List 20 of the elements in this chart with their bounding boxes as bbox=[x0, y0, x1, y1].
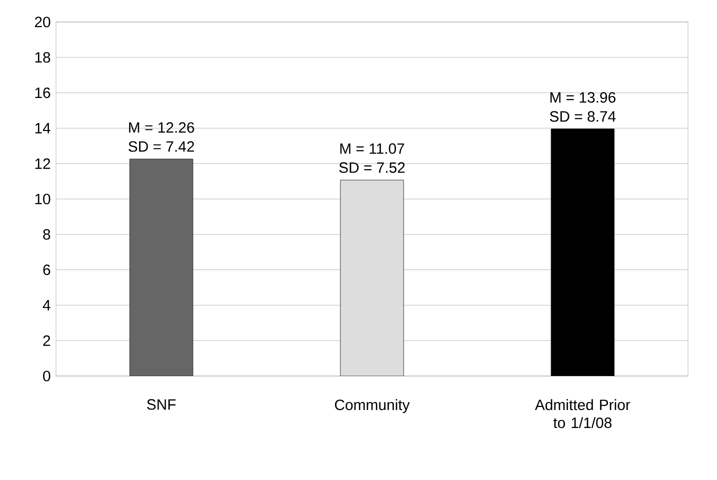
y-tick-label: 10 bbox=[35, 194, 50, 204]
y-tick-label: 20 bbox=[34, 16, 50, 28]
data-label: M = 11.07 bbox=[340, 143, 404, 154]
y-tick-label: 4 bbox=[42, 300, 50, 310]
annotation: SD = 8.74 bbox=[550, 111, 616, 122]
y-tick-label: 8 bbox=[43, 229, 50, 240]
data-label: M = 12.26 bbox=[129, 122, 194, 133]
data-label: M = 13.96 bbox=[550, 92, 616, 103]
x-tick-label: SNF bbox=[147, 399, 176, 410]
y-tick-label: 6 bbox=[43, 264, 50, 276]
y-tick-label: 14 bbox=[35, 123, 50, 134]
y-tick-label: 2 bbox=[43, 335, 50, 346]
y-tick-label: 12 bbox=[35, 158, 50, 169]
x-tick-label: Admitted Prior to 1/1/08 bbox=[534, 399, 630, 428]
y-tick-label: 16 bbox=[35, 88, 50, 98]
y-tick-label: 0 bbox=[43, 370, 50, 382]
annotation: SD = 7.52 bbox=[339, 162, 405, 173]
x-tick-label: Community bbox=[334, 399, 410, 414]
y-tick-label: 18 bbox=[35, 52, 50, 63]
annotation: SD = 7.42 bbox=[128, 141, 194, 152]
